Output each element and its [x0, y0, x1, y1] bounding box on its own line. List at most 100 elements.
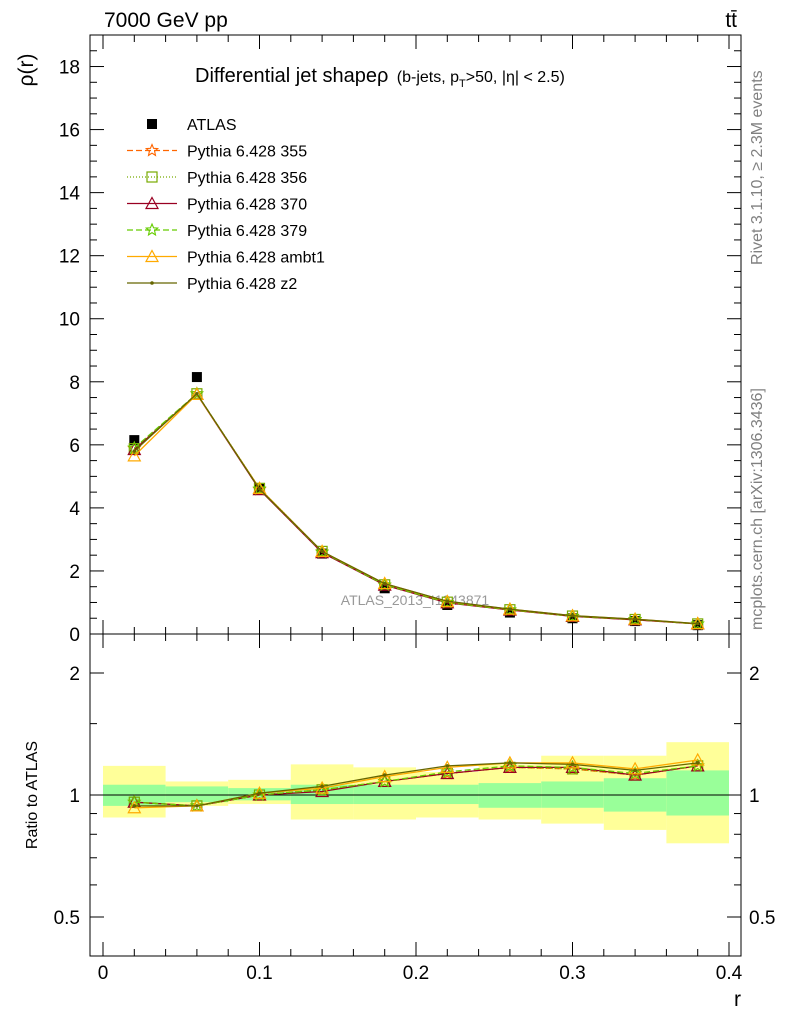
rivet-version-label: Rivet 3.1.10, ≥ 2.3M events [749, 70, 766, 265]
y-tick-label: 8 [69, 373, 80, 394]
legend-swatch-marker [144, 222, 160, 237]
legend: ATLAS Pythia 6.428 355 Pythia 6.428 356 Pyt… [127, 117, 325, 293]
legend-item-pythia-6-428-ambt1: Pythia 6.428 ambt1 [127, 249, 325, 267]
ratio-data-point [633, 768, 637, 773]
main-series-group [127, 372, 705, 631]
data-point [127, 448, 142, 462]
ratio-series-group [127, 752, 705, 814]
data-point [132, 449, 137, 453]
legend-item-pythia-6-428-370: Pythia 6.428 370 [127, 196, 307, 214]
y-tick-label: 2 [69, 562, 80, 583]
y-tick-label: 4 [69, 499, 80, 520]
data-point [628, 612, 643, 626]
data-point [252, 481, 267, 495]
stat-uncertainty-band [353, 784, 416, 805]
x-tick-label: 0.3 [559, 963, 585, 984]
stat-uncertainty-band [165, 786, 229, 803]
legend-label: Pythia 6.428 ambt1 [187, 250, 325, 267]
main-y-axis-label: ρ(r) [15, 54, 38, 87]
chart-title-sub: (b-jets, p [397, 69, 459, 86]
ratio-data-point [628, 761, 643, 775]
source-label: mcplots.cern.ch [arXiv:1306.3436] [749, 388, 766, 630]
y-tick-label: 16 [59, 121, 80, 142]
data-point [570, 613, 575, 618]
y-tick-label: 10 [59, 310, 80, 331]
chart-title: Differential jet shapeρ (b-jets, pT>50, … [195, 65, 565, 90]
data-point [508, 607, 512, 611]
data-point [377, 576, 392, 590]
chart-title-main: Differential jet shapeρ [195, 65, 388, 87]
x-tick-label: 0.2 [403, 963, 429, 984]
x-axis-label: r [734, 988, 741, 1011]
legend-item-pythia-6-428-379: Pythia 6.428 379 [127, 222, 307, 240]
y-tick-label: 6 [69, 436, 80, 457]
legend-item-pythia-6-428-356: Pythia 6.428 356 [127, 170, 307, 187]
ratio-data-point [695, 761, 700, 765]
ratio-y-tick-label: 2 [69, 664, 80, 685]
ratio-data-point [508, 761, 512, 765]
ratio-y-tick-label-right: 0.5 [749, 908, 775, 929]
legend-label: Pythia 6.428 356 [187, 170, 307, 187]
legend-swatch-marker [150, 281, 154, 285]
legend-item-atlas: ATLAS [147, 117, 237, 134]
ratio-y-tick-label: 1 [69, 786, 80, 807]
ratio-data-point [382, 773, 387, 777]
ratio-data-point [320, 784, 324, 789]
ratio-y-tick-label: 0.5 [54, 908, 80, 929]
ratio-data-point [690, 752, 705, 766]
energy-label: 7000 GeV pp [104, 9, 228, 32]
ratio-data-point [257, 791, 262, 796]
ratio-data-point [445, 764, 450, 768]
legend-label: ATLAS [187, 117, 237, 134]
legend-label: Pythia 6.428 z2 [187, 276, 297, 293]
legend-swatch-marker [144, 143, 160, 157]
x-tick-label: 0.4 [716, 963, 743, 984]
data-point [191, 372, 202, 383]
data-point [633, 617, 637, 621]
ratio-data-point [570, 762, 575, 767]
data-point [695, 621, 700, 626]
data-point [129, 435, 140, 446]
ratio-series-line [134, 765, 698, 807]
data-point [502, 602, 517, 616]
ratio-series-pythia-6-428-z2 [132, 761, 700, 808]
series-line [133, 393, 698, 625]
legend-item-pythia-6-428-z2: Pythia 6.428 z2 [127, 276, 297, 293]
chart-title-sub-end: >50, |η| < 2.5) [466, 69, 565, 86]
data-point [567, 613, 578, 624]
ratio-series-line [134, 762, 698, 807]
ratio-y-tick-label-right: 1 [749, 786, 760, 807]
y-tick-label: 12 [59, 247, 80, 268]
y-tick-label: 18 [59, 58, 80, 79]
legend-swatch-marker [144, 196, 160, 210]
data-point [189, 386, 204, 400]
data-point [382, 581, 387, 586]
legend-swatch-marker [144, 249, 160, 263]
x-tick-labels: 0 0.1 0.2 0.3 0.4 [98, 963, 743, 984]
ratio-data-point [127, 800, 142, 814]
ratio-uncertainty-bands [103, 742, 729, 844]
ratio-y-tick-label-right: 2 [749, 664, 760, 685]
data-point [315, 544, 330, 559]
data-point [315, 544, 330, 558]
y-tick-label: 0 [69, 625, 80, 646]
data-point [565, 608, 580, 623]
data-point [630, 616, 641, 627]
main-axis-ticks: 0 2 4 6 8 10 12 14 16 18 [59, 34, 741, 646]
legend-label: Pythia 6.428 370 [187, 197, 307, 214]
y-tick-label: 14 [59, 184, 81, 205]
stat-uncertainty-band [666, 770, 729, 816]
data-point [377, 577, 392, 591]
ratio-data-point [189, 798, 204, 812]
main-panel: 0 2 4 6 8 10 12 14 16 18 ρ(r) Differential jet sh… [15, 34, 742, 646]
data-point [690, 616, 705, 630]
ratio-axis-ticks: 0.5 0.5 1 1 2 2 [54, 634, 775, 956]
x-tick-label: 0.1 [246, 963, 272, 984]
ratio-data-point [565, 755, 580, 769]
ratio-data-point [132, 804, 137, 808]
ratio-data-point [565, 760, 580, 773]
legend-item-pythia-6-428-355: Pythia 6.428 355 [127, 143, 307, 161]
data-point [195, 391, 199, 396]
legend-label: Pythia 6.428 355 [187, 144, 307, 161]
